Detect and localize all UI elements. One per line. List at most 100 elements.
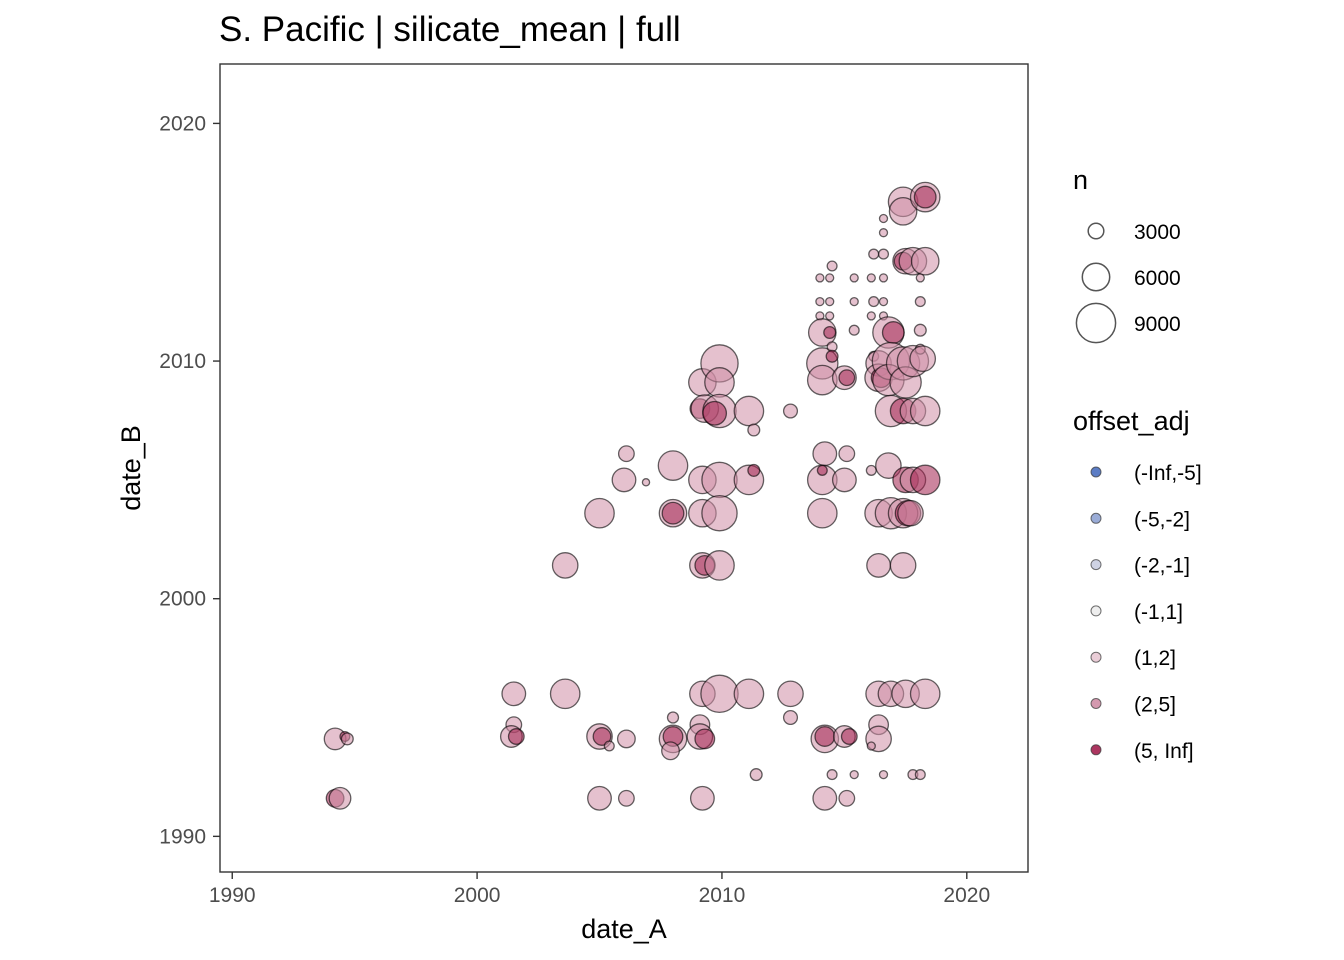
data-point (840, 728, 858, 745)
color-legend-title: offset_adj (1073, 406, 1190, 436)
data-point (749, 768, 763, 782)
color-legend-key (1090, 651, 1102, 663)
data-point (909, 678, 941, 710)
data-point (733, 678, 765, 710)
data-point (782, 709, 799, 726)
data-point (914, 769, 926, 781)
x-axis-title: date_A (581, 914, 667, 944)
data-point (702, 400, 728, 426)
color-legend-key (1090, 698, 1102, 709)
data-point (881, 321, 905, 344)
color-legend-label: (-1,1] (1134, 601, 1183, 624)
data-point (878, 769, 889, 780)
data-point (782, 403, 799, 419)
data-point (812, 441, 838, 467)
data-point (815, 273, 825, 283)
data-point (501, 681, 527, 707)
color-legend-key (1090, 466, 1102, 478)
color-legend-key (1090, 559, 1102, 571)
data-point (587, 785, 612, 811)
data-point (866, 741, 876, 751)
data-point (866, 273, 876, 283)
chart-title: S. Pacific | silicate_mean | full (219, 10, 681, 49)
color-legend-label: (-Inf,-5] (1134, 462, 1202, 485)
data-point (747, 463, 761, 477)
data-point (849, 273, 859, 283)
data-point (915, 273, 925, 283)
data-point (592, 727, 612, 746)
data-point (701, 461, 738, 499)
data-point (806, 497, 838, 529)
data-point (914, 296, 926, 308)
data-point (704, 550, 735, 581)
size-legend-label: 6000 (1134, 267, 1181, 290)
y-axis-title: date_B (116, 425, 146, 511)
y-tick-label: 1990 (159, 825, 206, 848)
data-point (877, 248, 890, 260)
data-point (507, 728, 525, 745)
data-point (910, 246, 940, 276)
data-point (825, 296, 835, 307)
data-point (868, 248, 880, 260)
size-legend-key (1075, 302, 1117, 344)
color-legend-key (1090, 512, 1102, 524)
x-axis: 1990 2000 2010 2020 (209, 872, 990, 907)
color-legend: offset_adj (-Inf,-5] (-5,-2] (-2,-1] (-1,1]… (1073, 406, 1202, 763)
data-point (825, 273, 835, 283)
data-point (661, 501, 685, 525)
data-point (868, 296, 880, 308)
data-point (777, 680, 804, 708)
data-point (875, 452, 902, 479)
data-point (701, 494, 738, 532)
color-legend-label: (-2,-1] (1134, 555, 1190, 578)
x-tick-label: 2000 (454, 884, 501, 907)
color-legend-label: (1,2] (1134, 647, 1176, 670)
data-point (848, 324, 860, 336)
data-point (913, 323, 927, 337)
data-point (816, 464, 828, 476)
data-point (815, 296, 825, 307)
data-point (611, 467, 637, 493)
data-point (826, 769, 838, 781)
data-point (825, 349, 839, 363)
x-tick-label: 2020 (943, 884, 990, 907)
data-point (878, 228, 889, 238)
color-legend-label: (2,5] (1134, 694, 1176, 717)
data-point (825, 311, 835, 321)
data-point (865, 464, 877, 476)
data-point (689, 785, 715, 811)
color-legend-key (1090, 744, 1102, 756)
plot-panel-border (219, 63, 1029, 873)
color-legend-label: (-5,-2] (1134, 508, 1190, 531)
data-point (641, 478, 651, 487)
data-point (889, 552, 917, 579)
data-point (617, 789, 635, 807)
data-point (831, 467, 857, 493)
data-point (328, 786, 352, 810)
size-legend-key (1081, 262, 1111, 292)
data-point (826, 260, 838, 272)
data-point (866, 552, 892, 578)
data-point (616, 729, 636, 749)
data-point (878, 296, 889, 307)
data-point (866, 311, 876, 321)
data-point (340, 732, 354, 746)
data-point (878, 213, 889, 224)
data-point (700, 674, 739, 714)
data-point (909, 345, 937, 373)
data-point (812, 785, 838, 811)
data-point (838, 445, 856, 463)
data-point (838, 369, 856, 387)
x-tick-label: 2010 (699, 884, 746, 907)
data-point (909, 395, 941, 427)
size-legend-key (1087, 222, 1105, 240)
x-tick-label: 1990 (209, 884, 256, 907)
data-point (704, 367, 735, 398)
data-point (897, 499, 924, 527)
data-point (657, 450, 689, 481)
data-point (666, 711, 680, 724)
color-legend-label: (5, Inf] (1134, 740, 1194, 763)
data-point (814, 726, 836, 747)
data-point (823, 325, 837, 340)
size-legend-label: 9000 (1134, 313, 1181, 336)
